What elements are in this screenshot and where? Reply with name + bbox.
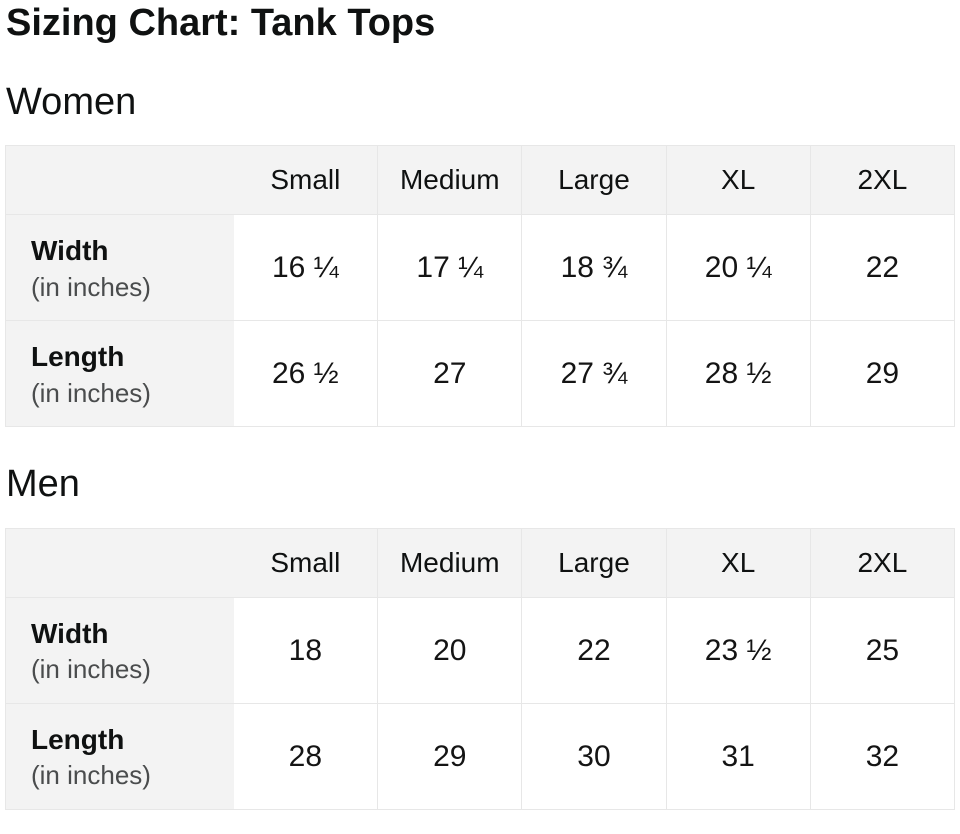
page-title: Sizing Chart: Tank Tops (6, 2, 436, 44)
cell-value: 27 ¾ (521, 320, 667, 427)
cell-value: 28 (233, 703, 378, 810)
cell-value: 18 (233, 597, 378, 704)
cell-value: 25 (809, 597, 955, 704)
sizing-chart-page: Sizing Chart: Tank Tops Women Small Medi… (5, 2, 955, 811)
section-heading-men: Men (6, 463, 80, 506)
cell-value: 22 (521, 597, 667, 704)
cell-value: 29 (809, 320, 955, 427)
cell-value: 22 (809, 214, 955, 321)
cell-value: 27 (377, 320, 522, 427)
cell-value: 28 ½ (665, 320, 811, 427)
corner-cell (5, 528, 234, 598)
column-header-large: Large (521, 528, 667, 598)
row-label-text: Length (31, 341, 125, 373)
column-header-2xl: 2XL (809, 145, 955, 215)
table-row-length: Length (in inches) 28 29 30 31 32 (5, 703, 955, 810)
column-header-medium: Medium (377, 528, 522, 598)
row-label-width: Width (in inches) (5, 597, 234, 704)
row-sublabel-text: (in inches) (31, 377, 151, 408)
sizing-table-men: Small Medium Large XL 2XL Width (in inch… (5, 528, 955, 811)
row-sublabel-text: (in inches) (31, 271, 151, 302)
column-header-large: Large (521, 145, 667, 215)
sizing-table-women: Small Medium Large XL 2XL Width (in inch… (5, 145, 955, 428)
cell-value: 32 (809, 703, 955, 810)
cell-value: 20 ¼ (665, 214, 811, 321)
row-label-text: Width (31, 618, 109, 650)
cell-value: 20 (377, 597, 522, 704)
cell-value: 26 ½ (233, 320, 378, 427)
column-header-2xl: 2XL (809, 528, 955, 598)
row-label-text: Length (31, 724, 125, 756)
corner-cell (5, 145, 234, 215)
column-header-xl: XL (665, 145, 811, 215)
table-row-width: Width (in inches) 18 20 22 23 ½ 25 (5, 597, 955, 704)
column-header-xl: XL (665, 528, 811, 598)
section-men: Men Small Medium Large XL 2XL Width (in … (5, 463, 955, 811)
column-header-medium: Medium (377, 145, 522, 215)
cell-value: 17 ¼ (377, 214, 522, 321)
section-women: Women Small Medium Large XL 2XL Width (i… (5, 80, 955, 428)
column-header-small: Small (233, 145, 378, 215)
row-label-width: Width (in inches) (5, 214, 234, 321)
table-row-length: Length (in inches) 26 ½ 27 27 ¾ 28 ½ 29 (5, 320, 955, 427)
table-row-width: Width (in inches) 16 ¼ 17 ¼ 18 ¾ 20 ¼ 22 (5, 214, 955, 321)
size-header-row: Small Medium Large XL 2XL (5, 528, 955, 598)
row-label-length: Length (in inches) (5, 320, 234, 427)
cell-value: 16 ¼ (233, 214, 378, 321)
size-header-row: Small Medium Large XL 2XL (5, 145, 955, 215)
row-sublabel-text: (in inches) (31, 760, 151, 791)
cell-value: 31 (665, 703, 811, 810)
row-label-text: Width (31, 235, 109, 267)
cell-value: 18 ¾ (521, 214, 667, 321)
cell-value: 29 (377, 703, 522, 810)
row-label-length: Length (in inches) (5, 703, 234, 810)
cell-value: 30 (521, 703, 667, 810)
section-heading-women: Women (6, 80, 137, 123)
row-sublabel-text: (in inches) (31, 654, 151, 685)
cell-value: 23 ½ (665, 597, 811, 704)
column-header-small: Small (233, 528, 378, 598)
